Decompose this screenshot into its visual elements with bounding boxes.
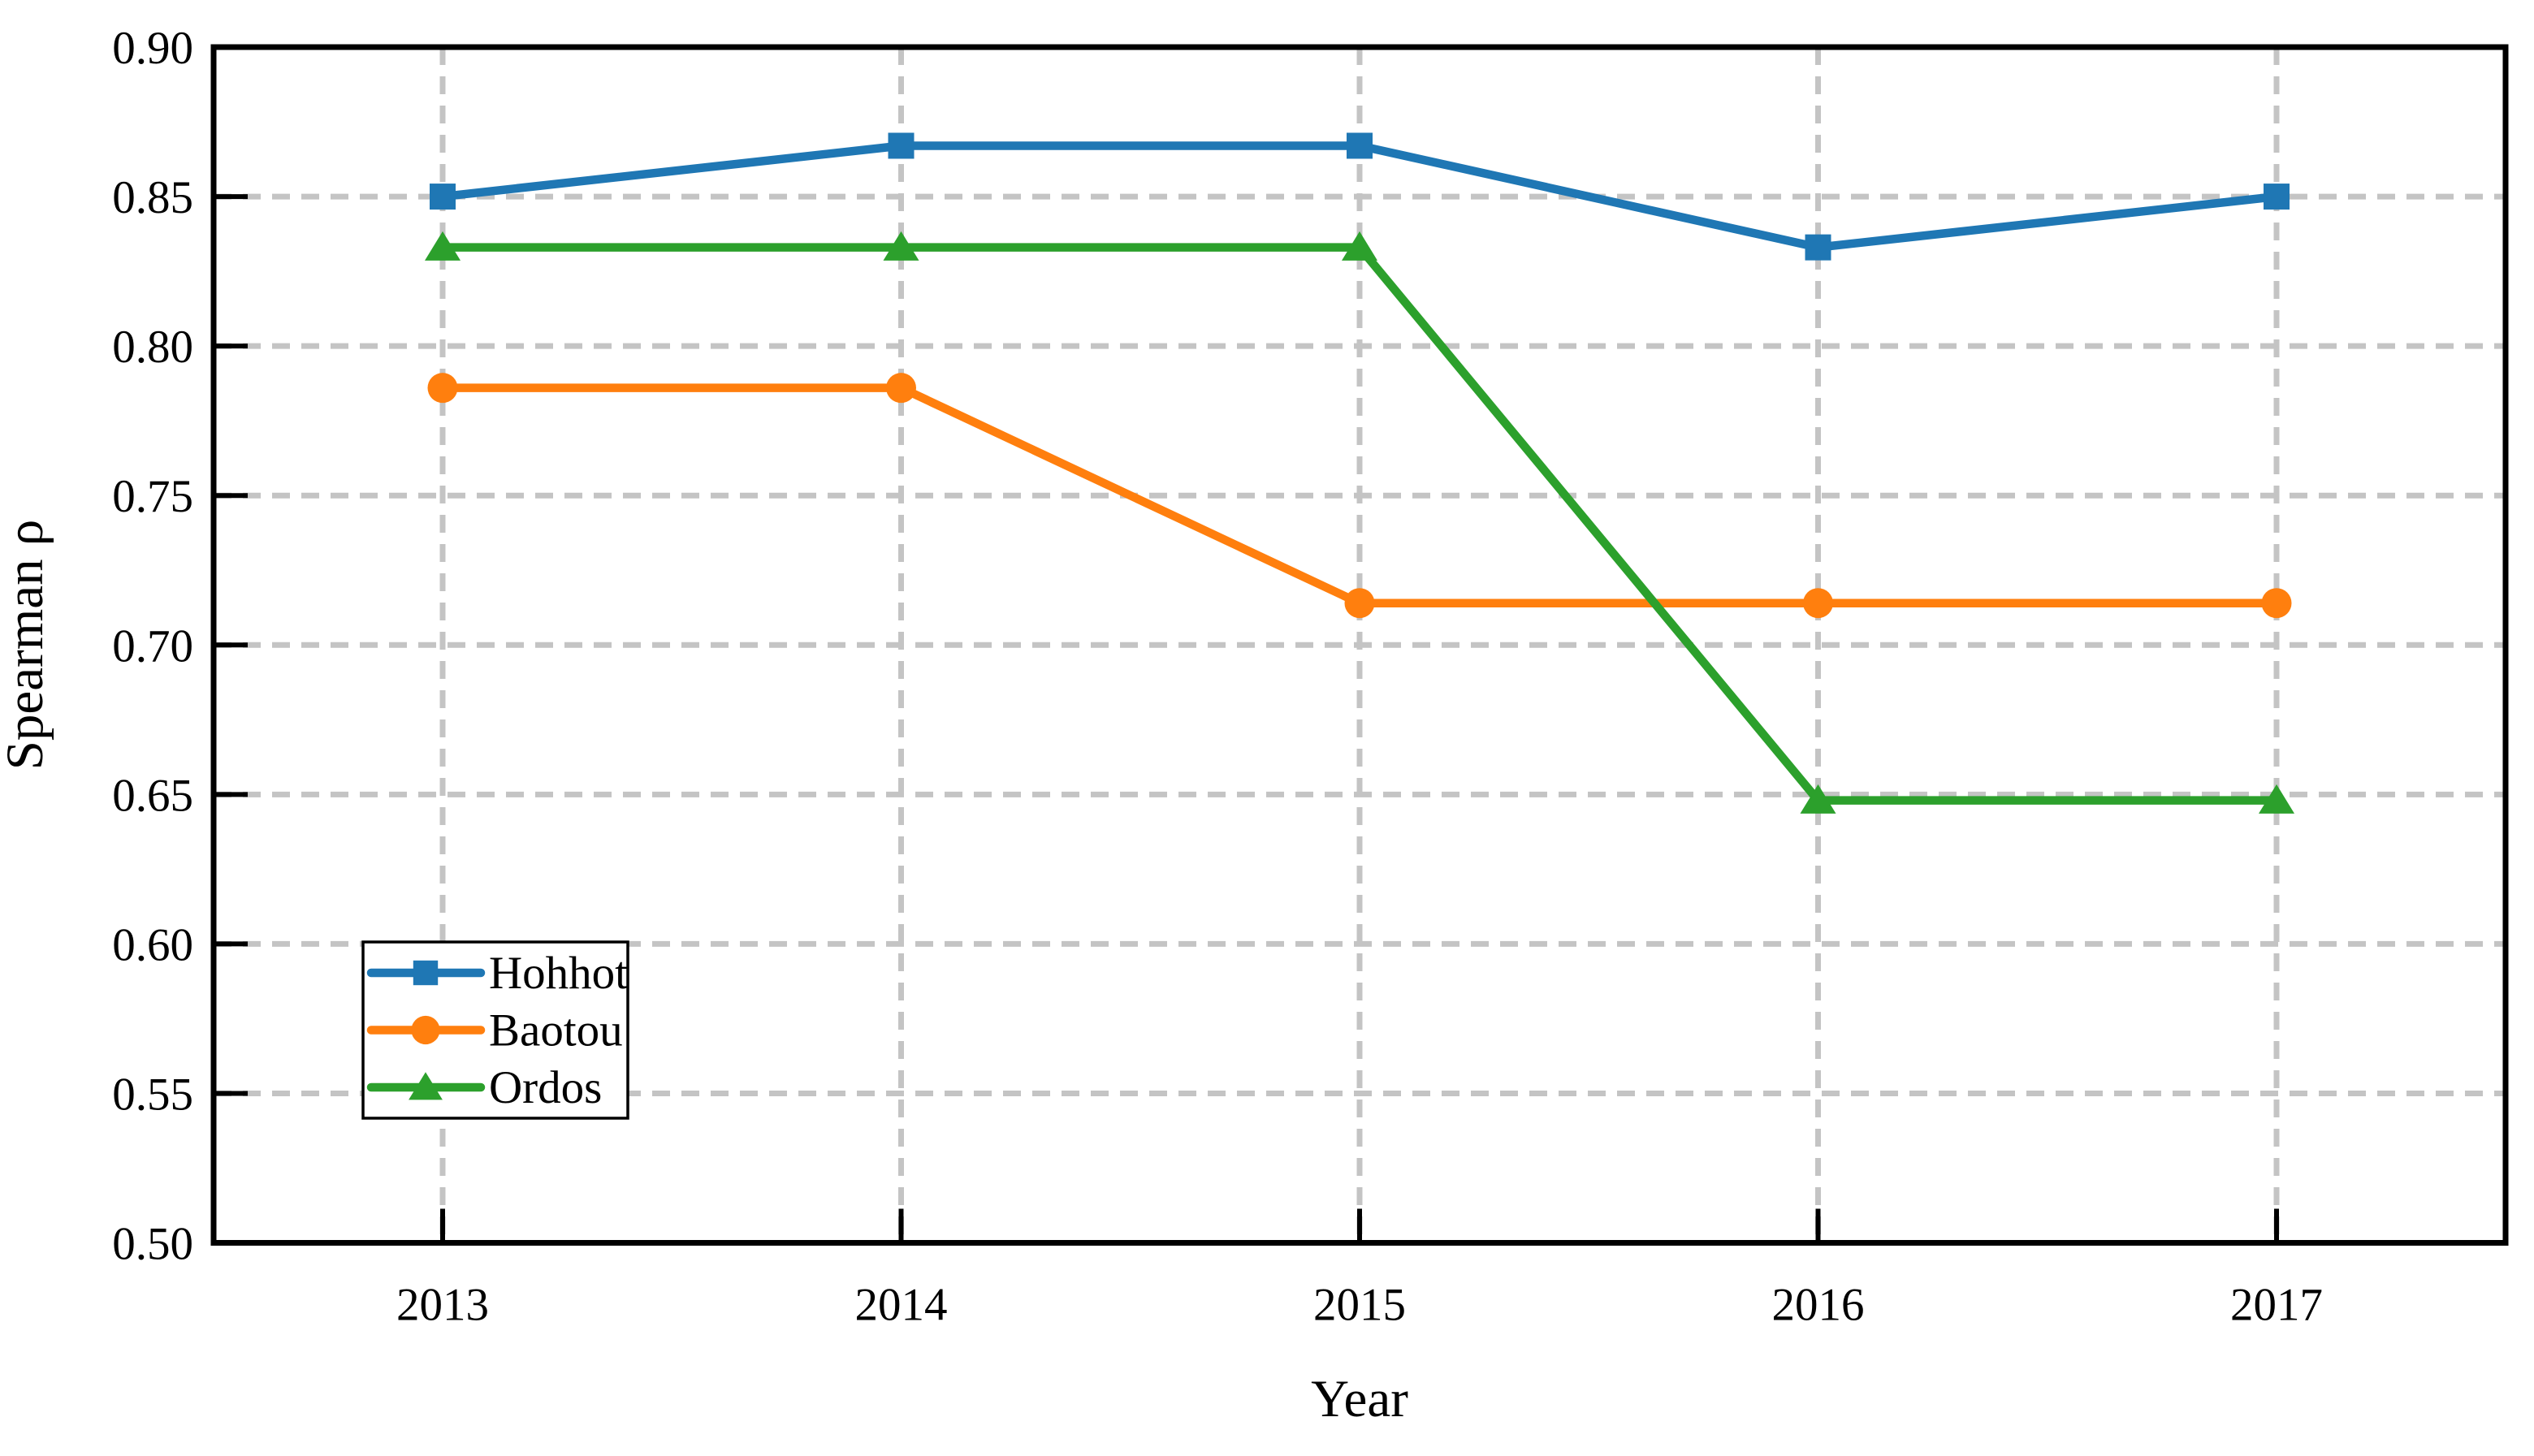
- square-marker: [888, 132, 915, 159]
- x-tick-label: 2016: [1772, 1280, 1865, 1331]
- y-tick-label: 0.60: [112, 919, 193, 970]
- legend: Hohhot Baotou Ordos: [361, 940, 629, 1120]
- axes: [210, 44, 2509, 1246]
- series-baotou: [427, 373, 2292, 619]
- circle-marker: [427, 373, 458, 404]
- square-marker: [1805, 234, 1831, 261]
- y-tick-label: 0.50: [112, 1219, 193, 1270]
- square-marker: [1347, 132, 1373, 159]
- y-tick-label: 0.55: [112, 1069, 193, 1120]
- square-marker: [2264, 184, 2290, 210]
- legend-entry-hohhot: Hohhot: [366, 948, 628, 999]
- legend-label: Baotou: [489, 1005, 623, 1056]
- triangle-marker: [425, 231, 461, 261]
- series-hohhot: [430, 132, 2290, 261]
- square-marker: [413, 960, 439, 986]
- series-ordos: [425, 231, 2294, 814]
- x-tick-label: 2017: [2230, 1280, 2323, 1331]
- tick-labels: 0.50 0.55 0.60 0.65 0.70 0.75 0.80 0.85 0.90 2013…: [112, 23, 2323, 1331]
- legend-label: Hohhot: [489, 948, 628, 999]
- x-tick-label: 2015: [1313, 1280, 1406, 1331]
- y-tick-label: 0.85: [112, 172, 193, 223]
- data-series: [425, 132, 2294, 814]
- legend-entry-ordos: Ordos: [366, 1062, 602, 1113]
- circle-marker: [2261, 588, 2292, 619]
- circle-marker: [886, 373, 916, 404]
- y-tick-label: 0.70: [112, 620, 193, 672]
- triangle-marker: [2259, 784, 2294, 814]
- triangle-marker: [883, 231, 919, 261]
- x-tick-label: 2014: [855, 1280, 948, 1331]
- x-tick-label: 2013: [396, 1280, 489, 1331]
- circle-marker: [1344, 588, 1375, 619]
- y-tick-label: 0.75: [112, 471, 193, 522]
- triangle-marker: [409, 1072, 443, 1100]
- legend-label: Ordos: [489, 1062, 602, 1113]
- y-tick-label: 0.65: [112, 770, 193, 821]
- plot-border: [210, 44, 2509, 1246]
- y-axis-label: Spearman ρ: [0, 520, 54, 771]
- legend-entry-baotou: Baotou: [366, 1005, 623, 1056]
- y-tick-label: 0.90: [112, 23, 193, 74]
- circle-marker: [411, 1015, 440, 1045]
- square-marker: [430, 184, 456, 210]
- x-axis-label: Year: [1311, 1370, 1408, 1428]
- triangle-marker: [1342, 231, 1377, 261]
- y-tick-label: 0.80: [112, 322, 193, 373]
- circle-marker: [1803, 588, 1833, 619]
- triangle-marker: [1800, 784, 1836, 814]
